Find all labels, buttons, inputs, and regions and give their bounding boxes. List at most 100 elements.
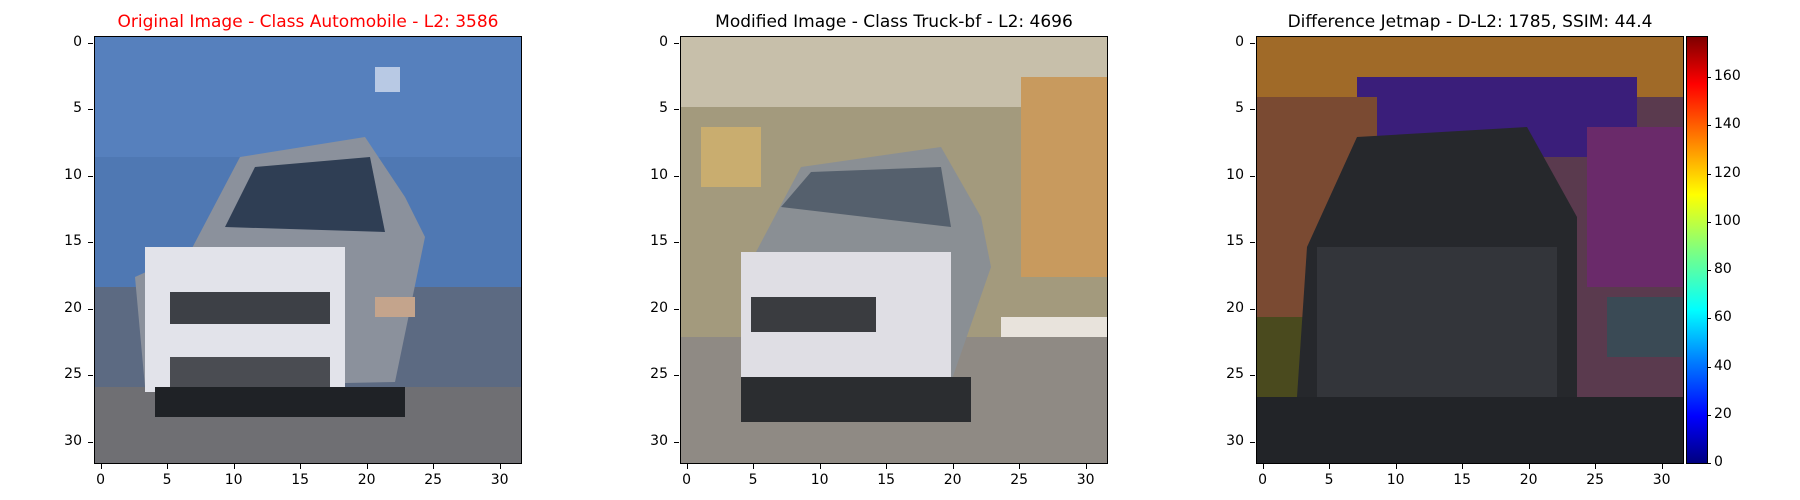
colorbar-tick-label: 120 — [1714, 164, 1741, 181]
y-tick-mark — [1250, 42, 1255, 44]
image-modified — [680, 36, 1108, 464]
y-tick-label: 20 — [1226, 299, 1244, 316]
y-tick-label: 15 — [1226, 233, 1244, 250]
modified-image-art — [681, 37, 1107, 463]
y-tick-mark — [674, 375, 679, 377]
x-tick-label: 20 — [1519, 472, 1538, 488]
y-tick-label: 30 — [64, 432, 82, 449]
x-tick-label: 0 — [96, 472, 106, 488]
y-tick-mark — [1250, 175, 1255, 177]
original-image-art — [95, 37, 521, 463]
x-tick-mark — [499, 464, 501, 469]
x-tick-label: 15 — [1453, 472, 1472, 488]
x-tick-label: 15 — [291, 472, 310, 488]
x-tick-label: 25 — [1586, 472, 1605, 488]
colorbar-tick-mark — [1707, 318, 1711, 320]
x-tick-label: 10 — [810, 472, 829, 488]
y-tick-label: 15 — [64, 233, 82, 250]
x-tick-label: 20 — [943, 472, 962, 488]
x-tick-mark — [1262, 464, 1264, 469]
x-tick-mark — [1329, 464, 1331, 469]
x-tick-label: 25 — [424, 472, 443, 488]
y-tick-mark — [1250, 375, 1255, 377]
x-tick-mark — [100, 464, 102, 469]
y-tick-label: 10 — [1226, 166, 1244, 183]
y-tick-mark — [88, 375, 93, 377]
y-tick-label: 25 — [64, 366, 82, 383]
x-tick-mark — [300, 464, 302, 469]
y-tick-mark — [1250, 109, 1255, 111]
y-tick-mark — [674, 441, 679, 443]
y-tick-mark — [88, 308, 93, 310]
x-tick-label: 30 — [1652, 472, 1671, 488]
x-tick-mark — [167, 464, 169, 469]
colorbar-tick-mark — [1707, 414, 1711, 416]
y-tick-label: 30 — [650, 432, 668, 449]
y-tick-mark — [88, 242, 93, 244]
x-tick-mark — [233, 464, 235, 469]
y-tick-mark — [674, 175, 679, 177]
image-difference — [1256, 36, 1684, 464]
colorbar-tick-mark — [1707, 125, 1711, 127]
x-tick-label: 5 — [162, 472, 172, 488]
colorbar-tick-mark — [1707, 77, 1711, 78]
x-tick-label: 10 — [224, 472, 243, 488]
panel-difference: Difference Jetmap - D-L2: 1785, SSIM: 44… — [1256, 0, 1684, 500]
difference-image-art — [1257, 37, 1683, 463]
y-tick-label: 5 — [659, 100, 668, 117]
y-tick-mark — [674, 308, 679, 310]
y-tick-label: 15 — [650, 233, 668, 250]
x-tick-label: 5 — [748, 472, 758, 488]
colorbar-tick-mark — [1707, 463, 1711, 464]
x-tick-label: 25 — [1010, 472, 1029, 488]
x-tick-mark — [686, 464, 688, 469]
x-tick-mark — [1019, 464, 1021, 469]
x-tick-label: 20 — [357, 472, 376, 488]
x-tick-label: 0 — [1258, 472, 1268, 488]
y-tick-label: 5 — [1235, 100, 1244, 117]
x-tick-mark — [753, 464, 755, 469]
colorbar-tick-mark — [1707, 173, 1711, 175]
x-tick-mark — [1462, 464, 1464, 469]
x-tick-mark — [1085, 464, 1087, 469]
y-tick-label: 0 — [1235, 33, 1244, 50]
y-tick-mark — [88, 109, 93, 111]
x-tick-mark — [1595, 464, 1597, 469]
colorbar-tick-mark — [1707, 270, 1711, 271]
y-tick-mark — [1250, 242, 1255, 244]
panel-title-modified: Modified Image - Class Truck-bf - L2: 46… — [715, 12, 1073, 32]
y-tick-label: 0 — [659, 33, 668, 50]
y-tick-mark — [88, 441, 93, 443]
colorbar-tick-label: 80 — [1714, 261, 1732, 277]
x-tick-label: 10 — [1386, 472, 1405, 488]
y-tick-mark — [1250, 308, 1255, 310]
y-tick-mark — [1250, 441, 1255, 443]
panel-modified: Modified Image - Class Truck-bf - L2: 46… — [680, 0, 1108, 500]
y-tick-mark — [674, 242, 679, 244]
x-tick-mark — [819, 464, 821, 469]
x-tick-label: 0 — [682, 472, 692, 488]
colorbar-tick-label: 0 — [1714, 454, 1723, 470]
colorbar-tick-label: 60 — [1714, 309, 1732, 326]
y-tick-label: 0 — [73, 33, 82, 50]
panel-title-difference: Difference Jetmap - D-L2: 1785, SSIM: 44… — [1287, 12, 1653, 32]
y-tick-label: 20 — [650, 299, 668, 316]
y-tick-label: 30 — [1226, 432, 1244, 449]
panel-title-original: Original Image - Class Automobile - L2: … — [117, 12, 499, 32]
x-tick-label: 15 — [877, 472, 896, 488]
x-tick-label: 5 — [1324, 472, 1334, 488]
x-tick-label: 30 — [1076, 472, 1095, 488]
x-tick-mark — [1661, 464, 1663, 469]
panel-original: Original Image - Class Automobile - L2: … — [94, 0, 522, 500]
y-tick-label: 25 — [650, 366, 668, 383]
y-tick-label: 10 — [64, 166, 82, 183]
y-tick-label: 20 — [64, 299, 82, 316]
x-tick-mark — [366, 464, 368, 469]
x-tick-label: 30 — [490, 472, 509, 488]
y-tick-mark — [674, 42, 679, 44]
x-tick-mark — [886, 464, 888, 469]
y-tick-label: 25 — [1226, 366, 1244, 383]
y-tick-mark — [674, 109, 679, 111]
colorbar-tick-label: 20 — [1714, 405, 1732, 422]
x-tick-mark — [1528, 464, 1530, 469]
